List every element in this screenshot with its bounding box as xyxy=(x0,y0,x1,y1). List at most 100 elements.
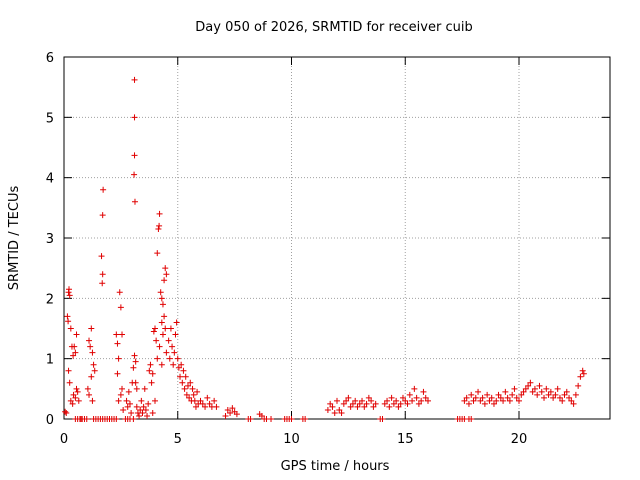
data-point xyxy=(258,412,265,419)
data-point xyxy=(568,397,575,404)
data-point xyxy=(113,416,120,422)
data-point xyxy=(192,403,199,410)
data-point xyxy=(516,397,522,404)
x-tick-label: 15 xyxy=(397,432,414,447)
data-point xyxy=(504,394,511,401)
data-point xyxy=(114,340,121,347)
data-point xyxy=(227,409,234,416)
data-point xyxy=(119,331,126,338)
data-point xyxy=(172,331,179,338)
data-point xyxy=(520,388,527,395)
data-point xyxy=(67,397,74,404)
data-point xyxy=(99,212,106,219)
data-point xyxy=(131,352,138,359)
data-point xyxy=(484,391,491,398)
x-tick-label: 10 xyxy=(283,432,300,447)
data-point xyxy=(130,416,137,422)
data-point xyxy=(150,328,157,335)
data-point xyxy=(420,388,427,395)
data-point xyxy=(87,343,94,350)
data-point xyxy=(175,364,182,371)
data-point xyxy=(213,403,220,410)
data-point xyxy=(324,406,331,413)
data-point xyxy=(368,397,375,404)
data-point xyxy=(463,394,470,401)
data-point xyxy=(365,394,372,401)
data-point xyxy=(123,397,130,404)
y-tick-label: 5 xyxy=(46,111,54,126)
data-point xyxy=(518,391,525,398)
data-point xyxy=(156,222,163,229)
data-point xyxy=(169,343,176,350)
data-point xyxy=(65,367,72,374)
data-point xyxy=(363,400,370,407)
data-point xyxy=(327,400,334,407)
y-tick-label: 2 xyxy=(46,292,54,307)
y-axis-label: SRMTID / TECUs xyxy=(7,186,22,291)
data-point xyxy=(125,388,132,395)
data-point xyxy=(133,403,140,410)
data-point xyxy=(71,343,78,350)
data-point xyxy=(130,364,137,371)
data-point xyxy=(372,400,379,407)
data-point xyxy=(563,388,570,395)
data-point xyxy=(136,412,143,419)
data-point xyxy=(381,400,388,407)
data-point xyxy=(550,394,557,401)
data-point xyxy=(338,409,345,416)
data-point xyxy=(190,391,197,398)
x-tick-label: 5 xyxy=(174,432,182,447)
data-point xyxy=(415,400,422,407)
data-point xyxy=(158,319,165,326)
data-point xyxy=(336,406,343,413)
data-point xyxy=(406,391,413,398)
data-point xyxy=(161,313,168,320)
data-point xyxy=(211,397,218,404)
data-point xyxy=(554,385,561,392)
data-point xyxy=(138,397,145,404)
data-point xyxy=(126,400,133,407)
data-point xyxy=(461,397,468,404)
data-point xyxy=(545,391,552,398)
data-point xyxy=(78,416,85,422)
data-point xyxy=(183,391,190,398)
data-point xyxy=(158,295,165,302)
data-point xyxy=(100,186,107,193)
data-point xyxy=(422,394,429,401)
data-point xyxy=(579,367,586,374)
data-point xyxy=(147,361,154,368)
data-point xyxy=(390,400,397,407)
data-point xyxy=(162,265,169,272)
data-point xyxy=(488,394,495,401)
data-point xyxy=(140,403,147,410)
grid-lines xyxy=(64,57,610,419)
data-point xyxy=(206,400,213,407)
data-point xyxy=(75,397,82,404)
data-point xyxy=(529,388,536,395)
data-point xyxy=(73,385,80,392)
data-point xyxy=(146,367,153,374)
data-point xyxy=(99,280,106,287)
data-point xyxy=(531,385,538,392)
data-point xyxy=(572,391,579,398)
data-point xyxy=(155,225,162,232)
data-point xyxy=(411,385,418,392)
data-point xyxy=(580,370,587,377)
data-point xyxy=(72,349,79,356)
data-point xyxy=(177,373,184,380)
data-point xyxy=(163,349,170,356)
data-point xyxy=(74,388,81,395)
data-point xyxy=(99,271,106,278)
data-point xyxy=(397,400,404,407)
data-point xyxy=(522,385,529,392)
data-point xyxy=(413,394,420,401)
data-point xyxy=(113,331,120,338)
data-point xyxy=(69,400,76,407)
data-point xyxy=(479,394,486,401)
data-point xyxy=(170,361,177,368)
data-point xyxy=(180,367,187,374)
data-point xyxy=(547,388,554,395)
y-tick-label: 0 xyxy=(46,413,54,428)
data-point xyxy=(174,355,181,362)
